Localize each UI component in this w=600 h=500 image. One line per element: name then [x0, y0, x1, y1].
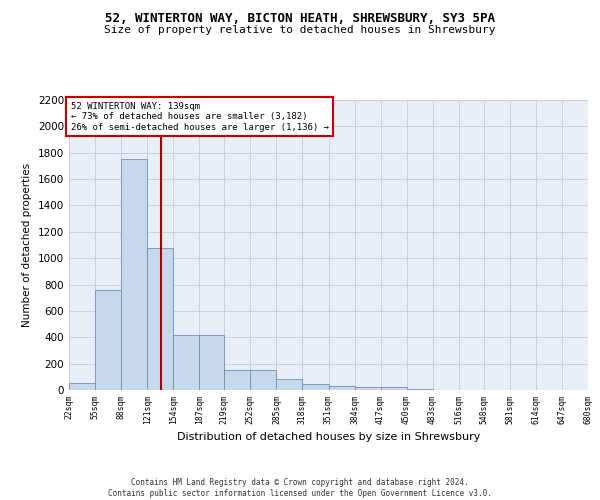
Bar — [380, 388, 407, 390]
Bar — [355, 386, 380, 390]
Text: 52, WINTERTON WAY, BICTON HEATH, SHREWSBURY, SY3 5PA: 52, WINTERTON WAY, BICTON HEATH, SHREWSB… — [105, 12, 495, 26]
Bar — [95, 290, 121, 390]
Text: Size of property relative to detached houses in Shrewsbury: Size of property relative to detached ho… — [104, 25, 496, 35]
Bar — [302, 384, 329, 390]
Bar — [173, 334, 199, 390]
Bar — [199, 334, 224, 390]
Text: 52 WINTERTON WAY: 139sqm
← 73% of detached houses are smaller (3,182)
26% of sem: 52 WINTERTON WAY: 139sqm ← 73% of detach… — [71, 102, 329, 132]
Y-axis label: Number of detached properties: Number of detached properties — [22, 163, 32, 327]
Bar — [250, 370, 277, 390]
Bar — [277, 380, 302, 390]
Bar — [329, 386, 355, 390]
Bar — [69, 383, 95, 390]
X-axis label: Distribution of detached houses by size in Shrewsbury: Distribution of detached houses by size … — [177, 432, 480, 442]
Bar — [147, 248, 173, 390]
Text: Contains HM Land Registry data © Crown copyright and database right 2024.
Contai: Contains HM Land Registry data © Crown c… — [108, 478, 492, 498]
Bar — [224, 370, 250, 390]
Bar — [121, 160, 147, 390]
